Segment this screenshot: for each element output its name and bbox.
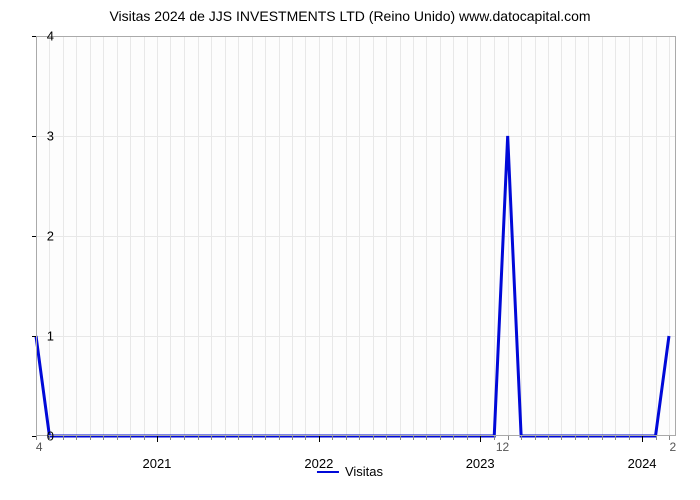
x-major-tick <box>319 436 320 442</box>
x-tick-mark <box>76 436 77 440</box>
x-tick-mark <box>279 436 280 440</box>
x-tick-mark <box>521 436 522 440</box>
x-tick-mark <box>575 436 576 440</box>
chart-container: Visitas 2024 de JJS INVESTMENTS LTD (Rei… <box>0 8 700 483</box>
x-tick-mark <box>305 436 306 440</box>
x-tick-mark <box>400 436 401 440</box>
x-major-tick <box>642 436 643 442</box>
x-tick-mark <box>426 436 427 440</box>
x-tick-mark <box>211 436 212 440</box>
x-tick-mark <box>588 436 589 440</box>
x-tick-mark <box>198 436 199 440</box>
x-tick-mark <box>467 436 468 440</box>
legend-label: Visitas <box>345 464 383 479</box>
y-tick-mark <box>32 136 36 137</box>
x-tick-mark <box>63 436 64 440</box>
x-tick-mark <box>453 436 454 440</box>
x-tick-mark <box>615 436 616 440</box>
x-tick-mark <box>386 436 387 440</box>
x-tick-mark <box>629 436 630 440</box>
x-major-label: 2023 <box>466 456 495 471</box>
x-major-label: 2021 <box>142 456 171 471</box>
x-tick-mark <box>346 436 347 440</box>
x-major-label: 2024 <box>628 456 657 471</box>
x-tick-mark <box>602 436 603 440</box>
y-tick-label: 3 <box>47 129 54 144</box>
x-tick-mark <box>170 436 171 440</box>
x-tick-mark <box>373 436 374 440</box>
x-minor-label: 2 <box>669 440 676 454</box>
y-tick-mark <box>32 336 36 337</box>
x-minor-label: 4 <box>36 440 43 454</box>
y-tick-label: 4 <box>47 29 54 44</box>
x-tick-mark <box>548 436 549 440</box>
x-tick-mark <box>144 436 145 440</box>
x-tick-mark <box>252 436 253 440</box>
x-tick-mark <box>535 436 536 440</box>
x-tick-mark <box>413 436 414 440</box>
x-major-tick <box>157 436 158 442</box>
x-tick-mark <box>332 436 333 440</box>
x-tick-mark <box>238 436 239 440</box>
x-minor-label: 12 <box>496 440 509 454</box>
y-tick-mark <box>32 36 36 37</box>
x-tick-mark <box>90 436 91 440</box>
x-tick-mark <box>265 436 266 440</box>
x-tick-mark <box>103 436 104 440</box>
x-tick-mark <box>656 436 657 440</box>
line-series <box>36 36 676 436</box>
x-tick-mark <box>117 436 118 440</box>
x-tick-mark <box>225 436 226 440</box>
x-tick-mark <box>49 436 50 440</box>
y-tick-label: 1 <box>47 329 54 344</box>
y-tick-mark <box>32 236 36 237</box>
x-tick-mark <box>440 436 441 440</box>
x-tick-mark <box>561 436 562 440</box>
x-tick-mark <box>292 436 293 440</box>
x-tick-mark <box>359 436 360 440</box>
x-tick-mark <box>184 436 185 440</box>
x-major-label: 2022 <box>304 456 333 471</box>
chart-title: Visitas 2024 de JJS INVESTMENTS LTD (Rei… <box>0 8 700 24</box>
y-tick-label: 2 <box>47 229 54 244</box>
x-major-tick <box>480 436 481 442</box>
plot-area <box>36 36 676 436</box>
x-tick-mark <box>130 436 131 440</box>
